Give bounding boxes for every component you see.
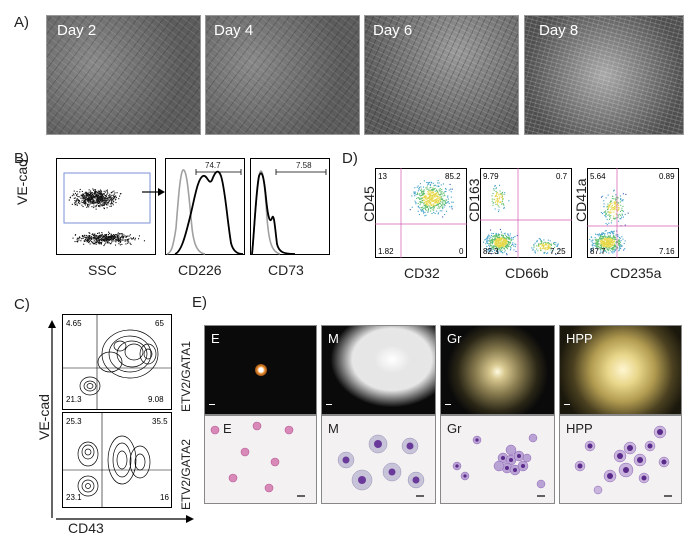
- q-ul: 9.79: [483, 172, 499, 181]
- panel-c-label: C): [14, 296, 30, 313]
- day-label: Day 2: [57, 22, 97, 39]
- q-ur: 35.5: [152, 417, 168, 426]
- arrow: [142, 188, 165, 196]
- scale-bar: [209, 404, 215, 405]
- d3-xlabel: CD235a: [610, 265, 662, 281]
- colony-label: HPP: [566, 331, 593, 346]
- colony-gr: Gr: [440, 325, 555, 415]
- cd226-value: 74.7: [205, 161, 221, 170]
- stain-e: E: [204, 415, 317, 504]
- q-lr: 7.16: [659, 247, 675, 256]
- day-label: Day 4: [214, 22, 254, 39]
- stain-label: M: [328, 421, 339, 436]
- q-ul: 4.65: [66, 319, 82, 328]
- c-x-arrow: [56, 515, 194, 523]
- contour-etv2-gata2: 25.3 35.5 23.1 16: [62, 412, 172, 508]
- q-lr: 0: [459, 247, 464, 256]
- scatter-xlabel: SSC: [88, 262, 117, 278]
- scale-bar: [445, 404, 451, 405]
- stain-m: M: [321, 415, 436, 504]
- micrograph-day-4: Day 4: [205, 15, 360, 135]
- scale-bar: [326, 404, 332, 405]
- erythroid-cells: [210, 421, 305, 497]
- q-ul: 5.64: [590, 172, 606, 181]
- c-xlabel: CD43: [68, 520, 104, 536]
- colony-hpp: HPP: [559, 325, 682, 415]
- q-lr: 16: [160, 493, 169, 502]
- panel-d-label: D): [342, 150, 358, 167]
- hpp-cells: [574, 425, 672, 497]
- panel-a-label: A): [14, 14, 29, 31]
- colony-label: Gr: [447, 331, 462, 346]
- scatter-ylabel: VE-cad: [14, 159, 30, 205]
- day-label: Day 8: [539, 22, 579, 39]
- micrograph-day-8: Day 8: [524, 15, 684, 135]
- q-ur: 85.2: [445, 172, 461, 181]
- c-y-arrow: [48, 320, 56, 518]
- stain-label: E: [223, 421, 232, 436]
- c-bottom-label: ETV2/GATA2: [179, 439, 193, 510]
- stain-hpp: HPP: [559, 415, 682, 504]
- erythroid-colony: [255, 364, 267, 376]
- q-ur: 0.7: [556, 172, 568, 181]
- q-ll: 23.1: [66, 493, 82, 502]
- cd73-histogram: 7.58: [250, 158, 330, 255]
- q-ll: 82.3: [483, 247, 499, 256]
- cd73-xlabel: CD73: [268, 262, 304, 278]
- macrophage-cells: [337, 434, 425, 497]
- panel-b-label: B): [14, 150, 29, 167]
- cd235a-cd41a-dotplot: 5.64 0.89 87.7 7.16: [587, 168, 679, 258]
- colony-label: M: [328, 331, 339, 346]
- stain-gr: Gr: [440, 415, 555, 504]
- colony-label: E: [211, 331, 220, 346]
- d2-xlabel: CD66b: [505, 265, 549, 281]
- cd226-xlabel: CD226: [178, 262, 222, 278]
- gate-value: 71.1: [98, 197, 114, 206]
- q-ll: 1.82: [378, 247, 394, 256]
- q-ur: 0.89: [659, 172, 675, 181]
- dot-cloud: [409, 180, 454, 218]
- ssc-vecad-scatter: 71.1: [56, 158, 156, 255]
- granulocyte-cells: [452, 433, 546, 497]
- micrograph-day-6: Day 6: [364, 15, 519, 135]
- colony-m: M: [321, 325, 436, 415]
- cd73-value: 7.58: [296, 161, 312, 170]
- scatter-dots: [68, 188, 145, 247]
- cd66b-cd163-dotplot: 9.79 0.7 82.3 7.25: [480, 168, 572, 258]
- panel-e-label: E): [192, 294, 207, 311]
- q-ul: 25.3: [66, 417, 82, 426]
- q-ll: 21.3: [66, 395, 82, 404]
- stain-label: Gr: [447, 421, 462, 436]
- c-ylabel: VE-cad: [36, 394, 52, 440]
- dot-cloud: [483, 184, 560, 256]
- q-lr: 9.08: [148, 395, 164, 404]
- d1-xlabel: CD32: [404, 265, 440, 281]
- sample-histogram: [251, 172, 296, 255]
- contour-etv2-gata1: 4.65 65 21.3 9.08: [62, 314, 172, 410]
- control-histogram: [166, 169, 206, 255]
- day-label: Day 6: [373, 22, 413, 39]
- cd32-cd45-dotplot: 13 85.2 1.82 0: [375, 168, 467, 258]
- gate-box: [63, 172, 151, 224]
- colony-e: E: [204, 325, 317, 415]
- q-ur: 65: [155, 319, 164, 328]
- micrograph-day-2: Day 2: [46, 15, 201, 135]
- q-ll: 87.7: [590, 247, 606, 256]
- cd226-histogram: 74.7: [165, 158, 245, 255]
- q-ul: 13: [378, 172, 387, 181]
- sample-histogram: [174, 170, 244, 255]
- scale-bar: [564, 404, 570, 405]
- q-lr: 7.25: [550, 247, 566, 256]
- c-top-label: ETV2/GATA1: [179, 341, 193, 412]
- stain-label: HPP: [566, 421, 593, 436]
